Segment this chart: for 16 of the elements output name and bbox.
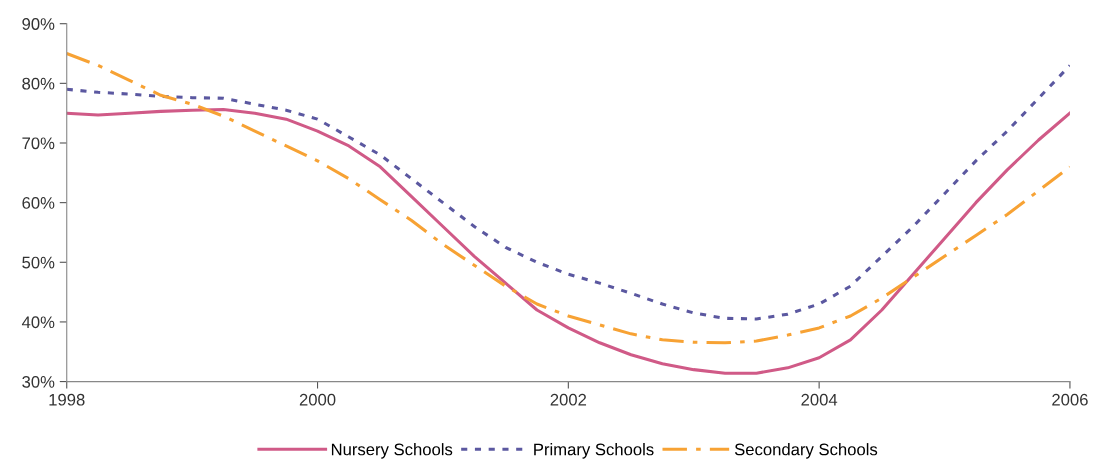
y-tick-label: 70% bbox=[22, 137, 55, 150]
x-tick-label: 2002 bbox=[550, 393, 587, 406]
x-tick-label: 2000 bbox=[299, 393, 336, 406]
line-series bbox=[66, 108, 1070, 375]
y-tick-label: 50% bbox=[22, 256, 55, 269]
y-tick-label: 90% bbox=[22, 18, 55, 30]
x-tick-label: 2004 bbox=[801, 393, 838, 406]
legend-label: Secondary Schools bbox=[734, 443, 878, 459]
y-tick-label: 40% bbox=[21, 316, 55, 329]
legend-label: Primary Schools bbox=[534, 443, 654, 459]
x-tick-label: 2006 bbox=[1052, 393, 1088, 406]
legend-label: Nursery Schools bbox=[331, 443, 453, 459]
y-tick-label: 30% bbox=[22, 375, 55, 388]
x-tick-label: 1998 bbox=[49, 393, 85, 406]
y-tick-label: 80% bbox=[22, 77, 55, 90]
y-tick-label: 60% bbox=[22, 197, 55, 209]
